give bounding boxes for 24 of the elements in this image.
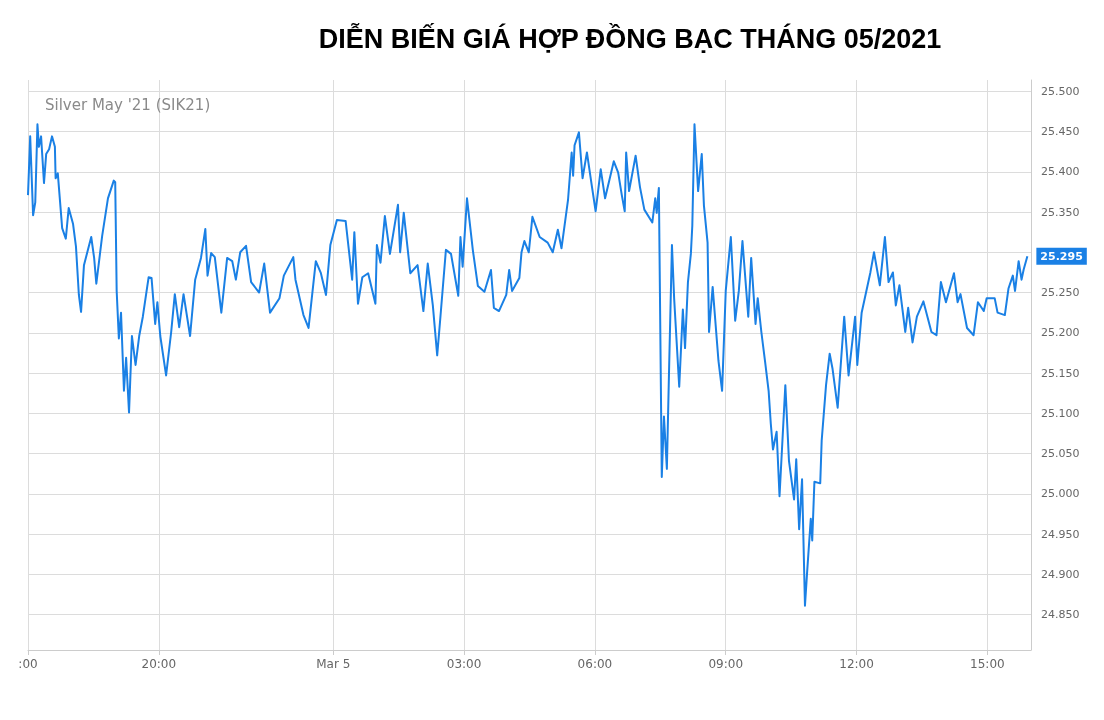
y-tick-label: 25.450 <box>1041 125 1080 139</box>
x-tick-label: 12:00 <box>839 657 874 671</box>
y-tick-label: 25.250 <box>1041 286 1080 300</box>
y-tick-label: 25.150 <box>1041 366 1080 380</box>
y-tick-label: 25.350 <box>1041 205 1080 219</box>
text: Silver May '21 (SIK21) <box>45 95 211 114</box>
y-tick-label: 25.100 <box>1041 406 1080 420</box>
y-tick-label: 25.050 <box>1041 447 1080 461</box>
x-tick-label: 03:00 <box>446 657 482 671</box>
y-tick-label: 25.000 <box>1041 487 1080 501</box>
y-tick-label: 24.900 <box>1041 567 1080 581</box>
x-tick-label: 09:00 <box>708 657 744 671</box>
y-tick-label: 24.950 <box>1041 527 1080 541</box>
x-tick-label: 06:00 <box>577 657 613 671</box>
x-tick-label: :00 <box>18 657 38 671</box>
chart-title: DIỄN BIẾN GIÁ HỢP ĐỒNG BẠC THÁNG 05/2021 <box>318 22 942 54</box>
x-tick-label: 20:00 <box>141 657 177 671</box>
x-tick-label: Mar 5 <box>316 657 351 671</box>
y-tick-label: 25.400 <box>1041 165 1080 179</box>
y-tick-label: 25.500 <box>1041 84 1080 98</box>
x-tick-label: 15:00 <box>970 657 1005 671</box>
y-tick-label: 24.850 <box>1041 608 1080 622</box>
y-tick-label: 25.200 <box>1041 326 1080 340</box>
annotation: 25.295 <box>1040 249 1083 263</box>
